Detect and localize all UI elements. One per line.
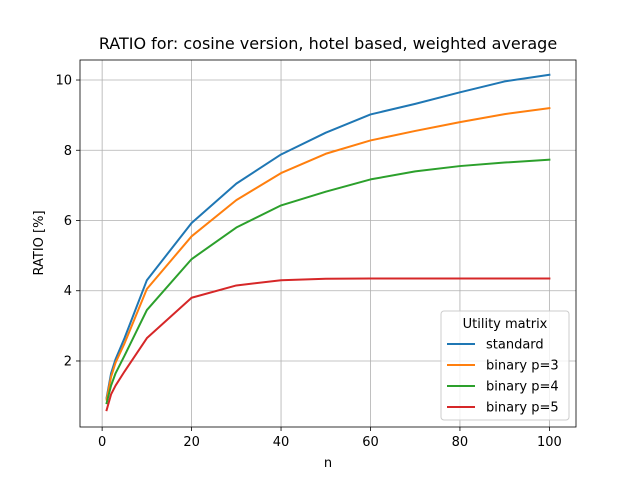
legend-label-3: binary p=4 xyxy=(486,380,559,395)
y-axis-label: RATIO [%] xyxy=(32,210,47,275)
x-tick-label: 40 xyxy=(273,435,290,450)
x-axis-label: n xyxy=(324,456,332,471)
axes-frame xyxy=(79,59,577,428)
y-tick-label: 6 xyxy=(64,214,72,229)
legend-label-2: binary p=3 xyxy=(486,359,559,374)
y-tick-label: 8 xyxy=(64,144,72,159)
x-tick-label: 100 xyxy=(537,435,562,450)
x-tick-label: 20 xyxy=(183,435,200,450)
x-tick-label: 60 xyxy=(362,435,379,450)
series-line-4 xyxy=(105,277,551,412)
legend-title: Utility matrix xyxy=(463,317,548,332)
x-tick-label: 80 xyxy=(452,435,469,450)
chart-title: RATIO for: cosine version, hotel based, … xyxy=(99,34,557,53)
series-line-1 xyxy=(105,73,551,400)
series-line-3 xyxy=(105,158,551,405)
plot-area: 0 20 40 60 80 100 2 4 6 8 10 xyxy=(55,59,577,450)
legend-label-4: binary p=5 xyxy=(486,401,559,416)
x-tick-label: 0 xyxy=(98,435,106,450)
y-tick-label: 4 xyxy=(64,284,72,299)
legend-box xyxy=(440,310,570,421)
y-tick-label: 2 xyxy=(64,354,72,369)
series-line-2 xyxy=(105,106,551,401)
legend: Utility matrix standard binary p=3 binary p… xyxy=(440,310,570,421)
legend-label-1: standard xyxy=(486,338,544,353)
y-tick-label: 10 xyxy=(55,74,72,89)
